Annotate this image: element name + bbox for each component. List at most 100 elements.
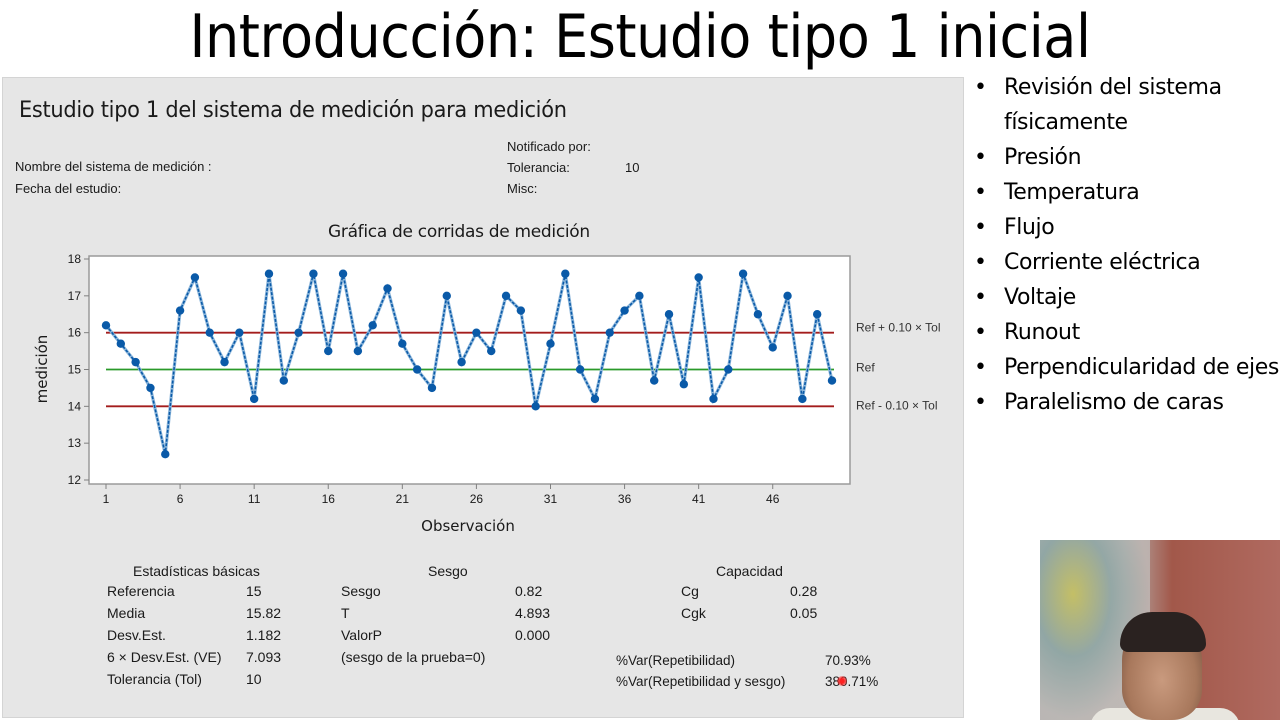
y-tick-label: 14	[68, 399, 82, 413]
reported-by-label: Notificado por:	[507, 139, 591, 154]
data-point	[650, 376, 659, 385]
data-point	[768, 343, 777, 352]
y-tick-label: 18	[68, 252, 82, 266]
stat-label: 6 × Desv.Est. (VE)	[107, 649, 222, 665]
data-point	[427, 383, 437, 393]
bullet-item: Runout	[972, 315, 1280, 350]
stat-value: 4.893	[515, 605, 551, 621]
data-point	[575, 365, 585, 374]
y-tick-label: 17	[68, 289, 82, 303]
measurement-system-name-label: Nombre del sistema de medición :	[15, 159, 212, 174]
data-point	[131, 357, 140, 367]
data-point	[531, 402, 540, 411]
stat-label: Cg	[681, 583, 699, 599]
data-point	[546, 339, 555, 348]
x-tick-label: 31	[544, 492, 558, 506]
basic-stats-header: Estadísticas básicas	[133, 563, 260, 579]
bullet-item: Flujo	[972, 210, 1280, 245]
data-point	[175, 306, 185, 315]
webcam-video-overlay	[1040, 540, 1280, 720]
data-point	[264, 269, 274, 278]
stat-value: 7.093	[246, 649, 282, 665]
data-point	[294, 328, 303, 337]
laser-pointer-dot	[837, 676, 847, 686]
capability-header: Capacidad	[716, 563, 783, 579]
data-point	[798, 394, 807, 404]
y-tick-label: 13	[68, 436, 82, 450]
bullet-item: Temperatura	[972, 175, 1280, 210]
x-tick-label: 46	[766, 492, 780, 506]
x-tick-label: 26	[470, 492, 484, 506]
data-point	[442, 291, 451, 301]
data-point	[679, 380, 689, 389]
bullet-item: Revisión del sistema físicamente	[972, 70, 1280, 140]
data-point	[472, 328, 481, 337]
data-point	[709, 394, 718, 404]
data-point	[753, 310, 763, 319]
y-axis-label: medición	[33, 335, 51, 404]
stat-value: 0.05	[790, 605, 818, 621]
data-point	[827, 376, 837, 385]
stat-label: ValorP	[341, 627, 382, 643]
data-point	[605, 328, 614, 337]
x-tick-label: 21	[396, 492, 410, 506]
data-point	[487, 346, 496, 356]
bullet-list: Revisión del sistema físicamente Presión…	[972, 70, 1280, 420]
stat-label: Cgk	[681, 605, 706, 621]
data-point	[561, 269, 570, 278]
data-point	[249, 394, 259, 404]
data-point	[220, 357, 229, 367]
data-point	[146, 383, 155, 393]
stat-value: 0.82	[515, 583, 543, 599]
misc-label: Misc:	[507, 181, 538, 196]
x-tick-label: 1	[103, 492, 110, 506]
data-point	[724, 365, 733, 374]
data-point	[161, 450, 170, 459]
tolerance-value: 10	[625, 160, 640, 175]
stat-label: T	[341, 605, 350, 621]
data-point	[812, 310, 822, 319]
stat-value: 70.93%	[825, 653, 871, 668]
data-point	[516, 306, 526, 315]
bias-header: Sesgo	[428, 563, 468, 579]
stat-value: 0.000	[515, 627, 551, 643]
stat-value: 0.28	[790, 583, 818, 599]
y-tick-label: 12	[68, 473, 82, 487]
stat-label: Desv.Est.	[107, 627, 166, 643]
reference-line-label: Ref + 0.10 × Tol	[856, 321, 941, 335]
data-point	[116, 339, 126, 348]
data-point	[620, 306, 629, 315]
data-point	[368, 321, 377, 330]
data-point	[205, 328, 214, 337]
bullet-item: Voltaje	[972, 280, 1280, 315]
y-tick-label: 16	[68, 326, 82, 340]
bullet-item: Paralelismo de caras	[972, 385, 1280, 420]
stat-label: Sesgo	[341, 583, 381, 599]
x-tick-label: 11	[248, 492, 261, 506]
data-point	[738, 269, 748, 278]
data-point	[353, 346, 363, 356]
stat-label: Referencia	[107, 583, 175, 599]
chart-title: Gráfica de corridas de medición	[328, 222, 590, 242]
study-date-label: Fecha del estudio:	[15, 181, 122, 196]
stat-value: 380.71%	[825, 674, 879, 689]
y-tick-label: 15	[68, 363, 82, 377]
minitab-report-panel: Estudio tipo 1 del sistema de medición p…	[2, 77, 964, 718]
data-point	[190, 273, 200, 282]
x-tick-label: 16	[322, 492, 336, 506]
data-point	[235, 328, 244, 337]
data-point	[783, 291, 792, 301]
data-point	[590, 394, 600, 404]
tolerance-label: Tolerancia:	[507, 160, 570, 175]
stat-label: Tolerancia (Tol)	[107, 671, 202, 687]
stat-label: %Var(Repetibilidad)	[616, 653, 736, 668]
data-point	[501, 291, 511, 301]
stat-value: 15.82	[246, 605, 282, 621]
bullet-item: Perpendicularidad de ejes	[972, 350, 1280, 385]
data-point	[412, 365, 422, 374]
slide-title: Introducción: Estudio tipo 1 inicial	[189, 2, 1091, 72]
stat-value: 10	[246, 671, 262, 687]
report-title: Estudio tipo 1 del sistema de medición p…	[19, 98, 567, 123]
x-axis-label: Observación	[421, 517, 515, 535]
